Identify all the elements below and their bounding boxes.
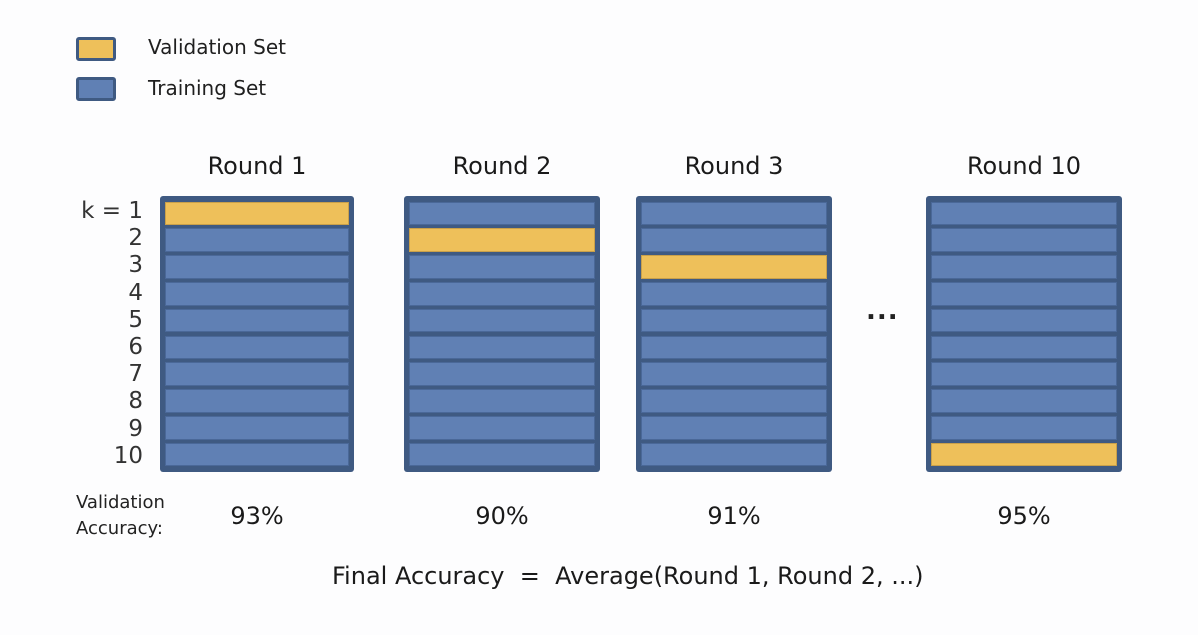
training-fold	[409, 255, 595, 279]
round-2-accuracy: 90%	[475, 502, 529, 530]
training-fold	[641, 308, 827, 333]
training-fold	[409, 389, 595, 413]
training-fold	[931, 201, 1117, 226]
training-fold	[641, 415, 827, 440]
round-10-folds	[926, 196, 1122, 472]
round-10-accuracy: 95%	[997, 502, 1051, 530]
training-fold	[641, 335, 827, 360]
fold-label-1: k = 1	[81, 198, 143, 224]
round-10-title: Round 10	[966, 152, 1082, 180]
training-fold	[165, 415, 349, 440]
validation-accuracy-label-line2: Accuracy:	[76, 518, 163, 539]
training-fold	[165, 389, 349, 413]
training-fold	[931, 362, 1117, 387]
training-fold	[409, 442, 595, 467]
training-fold	[165, 335, 349, 360]
fold-label-8: 8	[128, 388, 143, 414]
training-fold	[409, 281, 595, 306]
training-fold	[409, 335, 595, 360]
training-set-label: Training Set	[148, 76, 267, 100]
validation-fold	[641, 255, 827, 279]
round-2-folds	[404, 196, 600, 472]
validation-accuracy-label: Validation Accuracy:	[76, 490, 165, 542]
training-fold	[641, 362, 827, 387]
training-fold	[165, 255, 349, 279]
training-fold	[931, 389, 1117, 413]
round-3-folds	[636, 196, 832, 472]
training-fold	[931, 415, 1117, 440]
training-fold	[641, 442, 827, 467]
validation-fold	[931, 442, 1117, 467]
training-fold	[931, 228, 1117, 253]
round-1-title: Round 1	[207, 152, 307, 180]
validation-set-label: Validation Set	[148, 35, 286, 59]
validation-set-swatch	[76, 37, 116, 61]
training-fold	[931, 255, 1117, 279]
validation-fold	[165, 201, 349, 226]
round-3-title: Round 3	[684, 152, 784, 180]
fold-label-5: 5	[128, 307, 143, 333]
fold-label-6: 6	[128, 334, 143, 360]
training-fold	[931, 308, 1117, 333]
training-fold	[165, 362, 349, 387]
training-fold	[165, 281, 349, 306]
validation-accuracy-label-line1: Validation	[76, 492, 165, 513]
fold-label-2: 2	[128, 225, 143, 251]
fold-label-7: 7	[128, 361, 143, 387]
training-fold	[409, 362, 595, 387]
training-fold	[165, 308, 349, 333]
fold-label-4: 4	[128, 280, 143, 306]
round-3-accuracy: 91%	[707, 502, 761, 530]
training-fold	[641, 201, 827, 226]
fold-label-9: 9	[128, 416, 143, 442]
fold-label-3: 3	[128, 252, 143, 278]
round-1-accuracy: 93%	[230, 502, 284, 530]
ellipsis: ...	[866, 296, 899, 326]
training-fold	[641, 389, 827, 413]
training-fold	[409, 415, 595, 440]
training-fold	[409, 201, 595, 226]
training-fold	[165, 442, 349, 467]
training-set-swatch	[76, 77, 116, 101]
training-fold	[931, 281, 1117, 306]
training-fold	[409, 308, 595, 333]
validation-fold	[409, 228, 595, 253]
round-1-folds	[160, 196, 354, 472]
training-fold	[641, 228, 827, 253]
round-2-title: Round 2	[452, 152, 552, 180]
fold-label-10: 10	[113, 443, 143, 469]
final-accuracy-formula: Final Accuracy = Average(Round 1, Round …	[332, 562, 924, 590]
training-fold	[641, 281, 827, 306]
training-fold	[165, 228, 349, 253]
training-fold	[931, 335, 1117, 360]
